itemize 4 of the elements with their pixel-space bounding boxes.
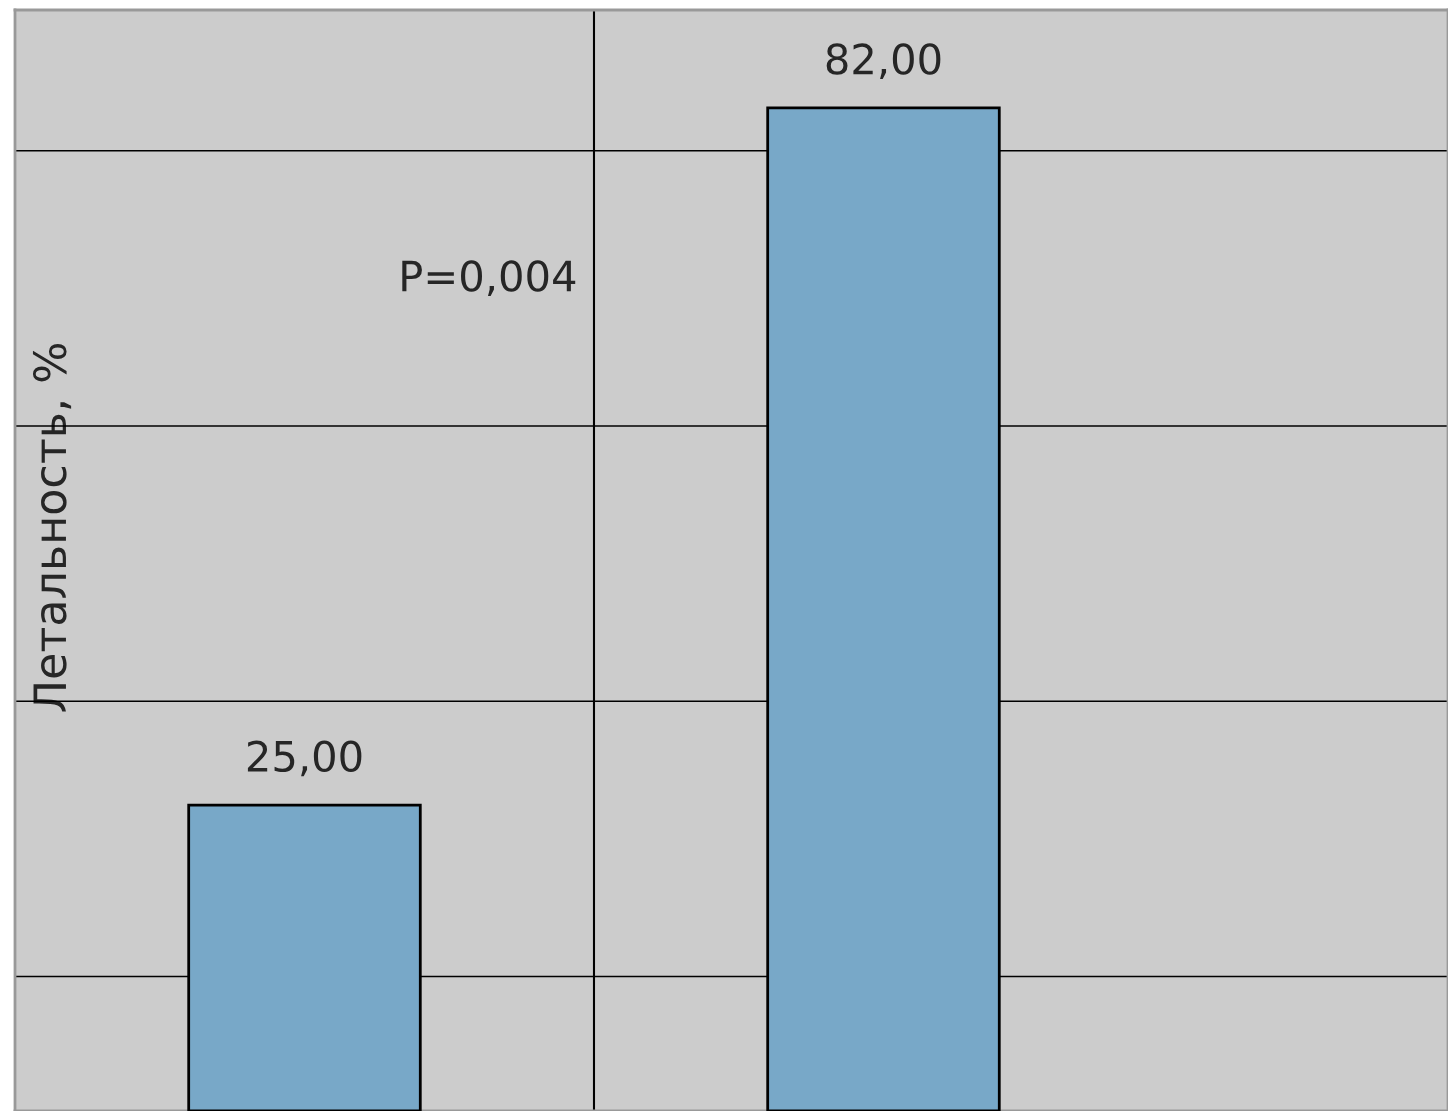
- annotation: P=0,004: [402, 260, 576, 297]
- y-axis-title: Летальность, %: [32, 344, 72, 712]
- data-label: 82,00: [826, 43, 941, 80]
- data-label: 25,00: [247, 740, 362, 777]
